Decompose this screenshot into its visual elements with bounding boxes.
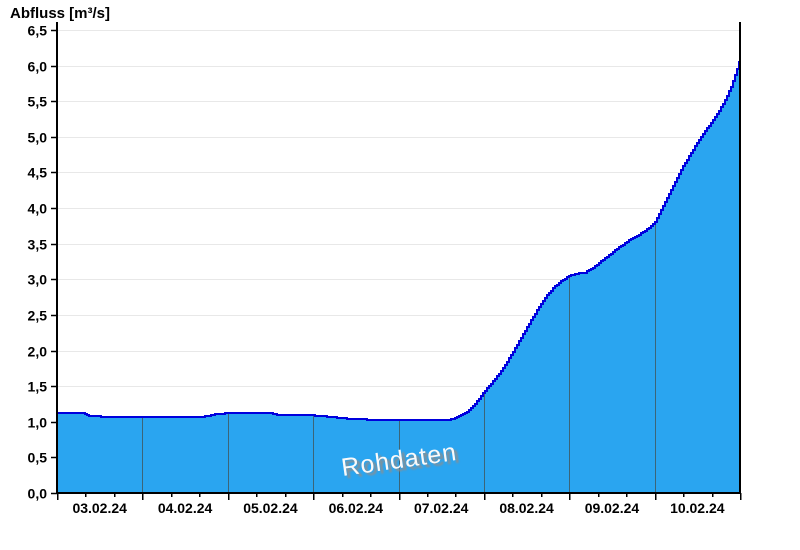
y-axis-tick-label: 0,0	[28, 486, 48, 502]
y-axis-tick-label: 6,0	[28, 59, 48, 75]
y-axis-tick-label: 4,5	[28, 165, 48, 181]
x-axis-date-label: 05.02.24	[243, 500, 298, 516]
y-axis-tick-label: 2,0	[28, 344, 48, 360]
y-axis-tick-label: 0,5	[28, 450, 48, 466]
y-axis-tick-label: 5,0	[28, 130, 48, 146]
y-axis-tick-label: 6,5	[28, 23, 48, 39]
x-axis-date-label: 09.02.24	[585, 500, 640, 516]
y-axis-tick-label: 1,5	[28, 379, 48, 395]
x-axis-date-label: 04.02.24	[158, 500, 213, 516]
y-axis-tick-label: 1,0	[28, 415, 48, 431]
y-axis-tick-label: 3,5	[28, 237, 48, 253]
x-axis-date-label: 06.02.24	[329, 500, 384, 516]
y-axis-tick-label: 5,5	[28, 94, 48, 110]
x-axis-date-label: 08.02.24	[499, 500, 554, 516]
y-axis-tick-label: 3,0	[28, 272, 48, 288]
x-axis-date-label: 03.02.24	[72, 500, 127, 516]
x-axis-date-label: 07.02.24	[414, 500, 469, 516]
y-axis-title: Abfluss [m³/s]	[10, 5, 111, 22]
y-axis-tick-label: 2,5	[28, 308, 48, 324]
discharge-area-series	[57, 58, 740, 493]
x-axis-date-label: 10.02.24	[670, 500, 725, 516]
discharge-line	[57, 58, 741, 421]
y-axis-tick-label: 4,0	[28, 201, 48, 217]
